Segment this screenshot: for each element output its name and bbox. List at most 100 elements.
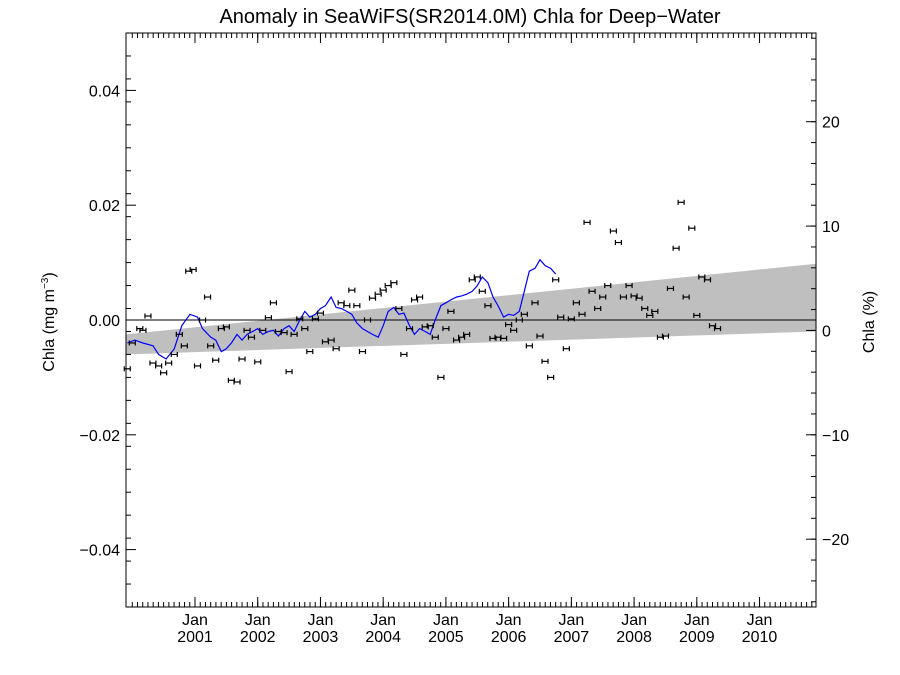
chart-title: Anomaly in SeaWiFS(SR2014.0M) Chla for D… bbox=[219, 6, 720, 28]
data-point bbox=[395, 306, 403, 312]
data-point bbox=[572, 300, 580, 306]
data-point bbox=[635, 295, 643, 301]
data-point bbox=[426, 323, 434, 329]
y-axis-label-left: Chla (mg m−3) bbox=[40, 272, 58, 371]
data-point bbox=[457, 334, 466, 340]
data-point bbox=[189, 266, 197, 272]
x-tick-year: 2002 bbox=[240, 629, 276, 646]
data-point bbox=[280, 330, 288, 336]
data-point bbox=[442, 326, 450, 332]
data-point bbox=[478, 288, 486, 294]
data-point bbox=[473, 274, 481, 280]
data-point bbox=[233, 379, 241, 385]
data-point bbox=[713, 326, 722, 332]
data-point bbox=[583, 219, 591, 225]
data-point bbox=[379, 287, 387, 293]
data-point bbox=[500, 335, 508, 341]
data-point bbox=[562, 346, 570, 352]
x-tick-month: Jan bbox=[182, 612, 208, 629]
data-point bbox=[264, 315, 272, 321]
data-point bbox=[625, 283, 633, 289]
data-point bbox=[484, 303, 492, 309]
data-point bbox=[193, 363, 202, 369]
data-point bbox=[207, 343, 215, 349]
data-point bbox=[515, 317, 523, 323]
data-point bbox=[259, 327, 267, 333]
trend-band bbox=[126, 263, 816, 355]
data-point bbox=[672, 245, 680, 251]
data-point bbox=[646, 312, 654, 318]
y-tick-label: −0.02 bbox=[80, 428, 121, 445]
x-tick-year: 2003 bbox=[303, 629, 339, 646]
data-point bbox=[139, 327, 147, 333]
data-point bbox=[301, 326, 309, 332]
data-point bbox=[452, 337, 461, 343]
data-point bbox=[405, 326, 414, 332]
data-point bbox=[269, 300, 278, 306]
data-point bbox=[348, 287, 356, 293]
data-point bbox=[463, 331, 471, 337]
x-tick-month: Jan bbox=[558, 612, 584, 629]
y-tick-label: −0.04 bbox=[80, 543, 121, 560]
x-tick-month: Jan bbox=[684, 612, 710, 629]
data-point bbox=[358, 349, 367, 355]
data-point bbox=[374, 291, 382, 297]
x-tick-month: Jan bbox=[308, 612, 334, 629]
x-axis: Jan2001Jan2002Jan2003Jan2004Jan2005Jan20… bbox=[131, 33, 813, 646]
data-point bbox=[661, 333, 670, 339]
data-point bbox=[682, 294, 690, 300]
data-point bbox=[703, 277, 712, 283]
x-tick-year: 2004 bbox=[365, 629, 401, 646]
data-point bbox=[332, 346, 340, 352]
data-point bbox=[410, 297, 419, 303]
x-tick-year: 2005 bbox=[428, 629, 464, 646]
data-point bbox=[400, 351, 408, 357]
data-point bbox=[651, 308, 659, 314]
data-point bbox=[693, 312, 701, 318]
mean-line-layer bbox=[127, 258, 557, 360]
left-y-axis: 0.04 0.02 0.00 −0.02 −0.04 bbox=[80, 32, 136, 608]
data-point bbox=[567, 316, 575, 322]
data-point bbox=[641, 306, 649, 312]
data-point bbox=[327, 337, 335, 343]
x-tick-year: 2001 bbox=[177, 629, 213, 646]
data-point bbox=[285, 369, 293, 375]
data-point bbox=[609, 228, 617, 234]
data-point bbox=[604, 283, 612, 289]
data-point bbox=[296, 316, 304, 322]
x-tick-year: 2006 bbox=[491, 629, 527, 646]
trend-band-layer bbox=[126, 263, 816, 355]
data-point bbox=[437, 374, 445, 380]
data-point bbox=[708, 323, 717, 329]
data-point bbox=[160, 370, 168, 376]
y-tick-label: 0.04 bbox=[89, 83, 120, 100]
x-tick-month: Jan bbox=[370, 612, 396, 629]
data-point bbox=[390, 280, 398, 286]
data-point bbox=[353, 303, 361, 309]
data-point bbox=[175, 331, 183, 337]
data-point bbox=[588, 288, 596, 294]
y-right-tick-label: 0 bbox=[822, 323, 831, 340]
data-point bbox=[222, 324, 230, 330]
data-point bbox=[666, 285, 675, 291]
y-tick-label: 0.00 bbox=[89, 313, 120, 330]
data-point bbox=[510, 327, 518, 333]
data-point bbox=[447, 308, 455, 314]
x-tick-year: 2010 bbox=[742, 629, 778, 646]
data-point bbox=[505, 322, 513, 328]
data-point bbox=[306, 349, 314, 355]
x-tick-month: Jan bbox=[245, 612, 271, 629]
series-line bbox=[127, 258, 557, 360]
data-point bbox=[128, 340, 136, 346]
data-point bbox=[578, 311, 586, 317]
data-points bbox=[123, 199, 722, 385]
x-tick-month: Jan bbox=[496, 612, 522, 629]
y-axis-label-right: Chla (%) bbox=[861, 291, 878, 353]
data-point bbox=[525, 343, 533, 349]
data-point bbox=[468, 277, 476, 283]
y-right-tick-label: −20 bbox=[822, 532, 849, 549]
data-point bbox=[203, 294, 212, 300]
data-point bbox=[155, 363, 163, 369]
data-point bbox=[363, 317, 372, 323]
